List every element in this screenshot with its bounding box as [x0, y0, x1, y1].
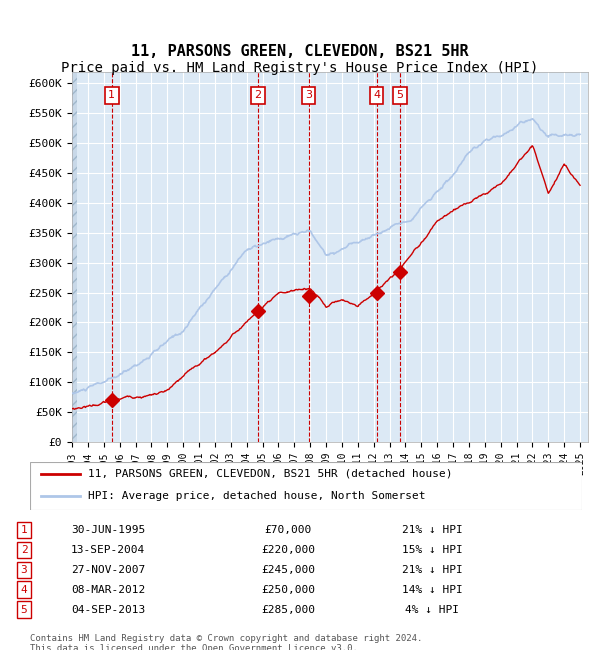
Text: 4: 4	[20, 585, 28, 595]
Text: 3: 3	[305, 90, 312, 100]
Text: £70,000: £70,000	[265, 525, 311, 535]
Text: 27-NOV-2007: 27-NOV-2007	[71, 565, 145, 575]
Text: 4: 4	[373, 90, 380, 100]
Text: 5: 5	[20, 604, 28, 615]
Text: 11, PARSONS GREEN, CLEVEDON, BS21 5HR (detached house): 11, PARSONS GREEN, CLEVEDON, BS21 5HR (d…	[88, 469, 452, 478]
Text: 4% ↓ HPI: 4% ↓ HPI	[405, 604, 459, 615]
Text: 3: 3	[20, 565, 28, 575]
Text: 08-MAR-2012: 08-MAR-2012	[71, 585, 145, 595]
Text: Contains HM Land Registry data © Crown copyright and database right 2024.
This d: Contains HM Land Registry data © Crown c…	[30, 634, 422, 650]
Text: 2: 2	[20, 545, 28, 555]
FancyBboxPatch shape	[30, 462, 582, 510]
Text: £285,000: £285,000	[261, 604, 315, 615]
Text: £250,000: £250,000	[261, 585, 315, 595]
Text: 2: 2	[254, 90, 262, 100]
Text: 13-SEP-2004: 13-SEP-2004	[71, 545, 145, 555]
Text: 04-SEP-2013: 04-SEP-2013	[71, 604, 145, 615]
Text: 21% ↓ HPI: 21% ↓ HPI	[401, 565, 463, 575]
Text: 1: 1	[20, 525, 28, 535]
Text: 14% ↓ HPI: 14% ↓ HPI	[401, 585, 463, 595]
Text: £220,000: £220,000	[261, 545, 315, 555]
Text: 11, PARSONS GREEN, CLEVEDON, BS21 5HR: 11, PARSONS GREEN, CLEVEDON, BS21 5HR	[131, 44, 469, 60]
Text: 15% ↓ HPI: 15% ↓ HPI	[401, 545, 463, 555]
Text: 1: 1	[108, 90, 115, 100]
Text: £245,000: £245,000	[261, 565, 315, 575]
Text: HPI: Average price, detached house, North Somerset: HPI: Average price, detached house, Nort…	[88, 491, 425, 500]
Text: 21% ↓ HPI: 21% ↓ HPI	[401, 525, 463, 535]
Text: 5: 5	[397, 90, 404, 100]
Text: 30-JUN-1995: 30-JUN-1995	[71, 525, 145, 535]
Text: Price paid vs. HM Land Registry's House Price Index (HPI): Price paid vs. HM Land Registry's House …	[61, 61, 539, 75]
